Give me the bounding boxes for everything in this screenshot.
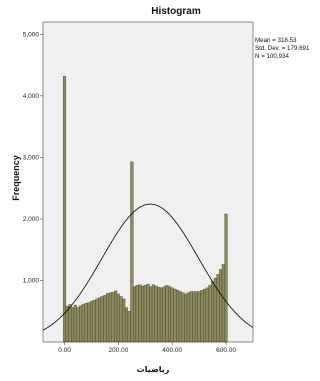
y-tick-label: 4,000 [23, 93, 40, 100]
x-axis: 0.00 200.00 400.00 600.00 [58, 342, 236, 354]
histogram-bar [103, 295, 107, 343]
histogram-bar [122, 298, 126, 343]
histogram-bar [149, 286, 153, 343]
histogram-bar [138, 284, 142, 343]
histogram-bar [63, 75, 67, 343]
histogram-bar [173, 288, 177, 343]
histogram-bar [73, 304, 77, 343]
histogram-bar [130, 161, 134, 343]
histogram-bar [151, 284, 155, 343]
histogram-bar [68, 304, 72, 343]
histogram-bar [162, 286, 166, 343]
histogram-bar [146, 283, 150, 343]
histogram-bar [133, 286, 137, 343]
histogram-bar [197, 291, 201, 343]
histogram-bar [159, 287, 163, 343]
plot-frame [42, 21, 254, 343]
histogram-bar [119, 296, 123, 343]
histogram-bar [194, 291, 198, 343]
histogram-bar [154, 285, 158, 343]
y-axis: 1,000 2,000 3,000 4,000 5,000 [23, 32, 43, 285]
histogram-bar [98, 297, 102, 343]
y-axis-label: Frequency [11, 155, 21, 201]
histogram-bar [168, 286, 172, 343]
histogram-bar [186, 292, 190, 343]
histogram-bar [124, 307, 128, 343]
histogram-bar [211, 281, 215, 343]
histogram-bar [116, 293, 120, 343]
stat-n: N = 100,934 [255, 53, 289, 60]
histogram-bar [114, 290, 118, 343]
histogram-bar [176, 290, 180, 343]
y-tick-label: 5,000 [23, 32, 40, 39]
normal-curve [42, 203, 254, 331]
x-tick-label: 200.00 [108, 347, 128, 354]
y-tick-label: 2,000 [23, 216, 40, 223]
histogram-bar [95, 298, 99, 343]
histogram-bar [203, 288, 207, 343]
histogram-bar [71, 307, 75, 343]
histogram-bar [141, 285, 145, 343]
histogram-bar [224, 213, 228, 343]
histogram-bar [178, 291, 182, 343]
histogram-bar [221, 264, 225, 343]
y-tick-label: 3,000 [23, 155, 40, 162]
y-tick-label: 1,000 [23, 278, 40, 285]
x-tick-label: 600.00 [216, 347, 236, 354]
histogram-bar [170, 287, 174, 343]
histogram-bar [92, 299, 96, 343]
histogram-bar [76, 307, 80, 343]
histogram-bar [219, 269, 223, 343]
histogram-bar [157, 287, 161, 343]
histogram-bar [192, 291, 196, 343]
x-tick-label: 0.00 [58, 347, 71, 354]
histogram-bar [184, 293, 188, 343]
stats-box: Mean = 318.53 Std. Dev. = 179.691 N = 10… [255, 37, 310, 60]
histogram-bar [127, 311, 131, 343]
histogram-bar [165, 285, 169, 343]
chart-title: Histogram [151, 6, 201, 17]
histogram-bar [100, 296, 104, 343]
histogram-bar [111, 291, 115, 343]
histogram-bar [200, 290, 204, 343]
histogram-bar [208, 285, 212, 343]
x-axis-label: رياضيات [137, 365, 170, 374]
histogram-bar [87, 302, 91, 343]
stat-std-dev: Std. Dev. = 179.691 [255, 45, 310, 52]
histogram-bar [89, 301, 93, 343]
histogram-bar [189, 291, 193, 343]
stat-mean: Mean = 318.53 [255, 37, 297, 44]
x-tick-label: 400.00 [162, 347, 182, 354]
histogram-bar [84, 303, 88, 343]
histogram-bar [181, 292, 185, 343]
histogram-bar [108, 292, 112, 343]
histogram-bar [81, 304, 85, 343]
histogram-bar [79, 305, 83, 343]
histogram-bar [216, 274, 220, 343]
histogram-bar [143, 285, 147, 343]
histogram-bar [135, 285, 139, 343]
histogram-bar [106, 293, 110, 343]
histogram-bar [205, 287, 209, 343]
